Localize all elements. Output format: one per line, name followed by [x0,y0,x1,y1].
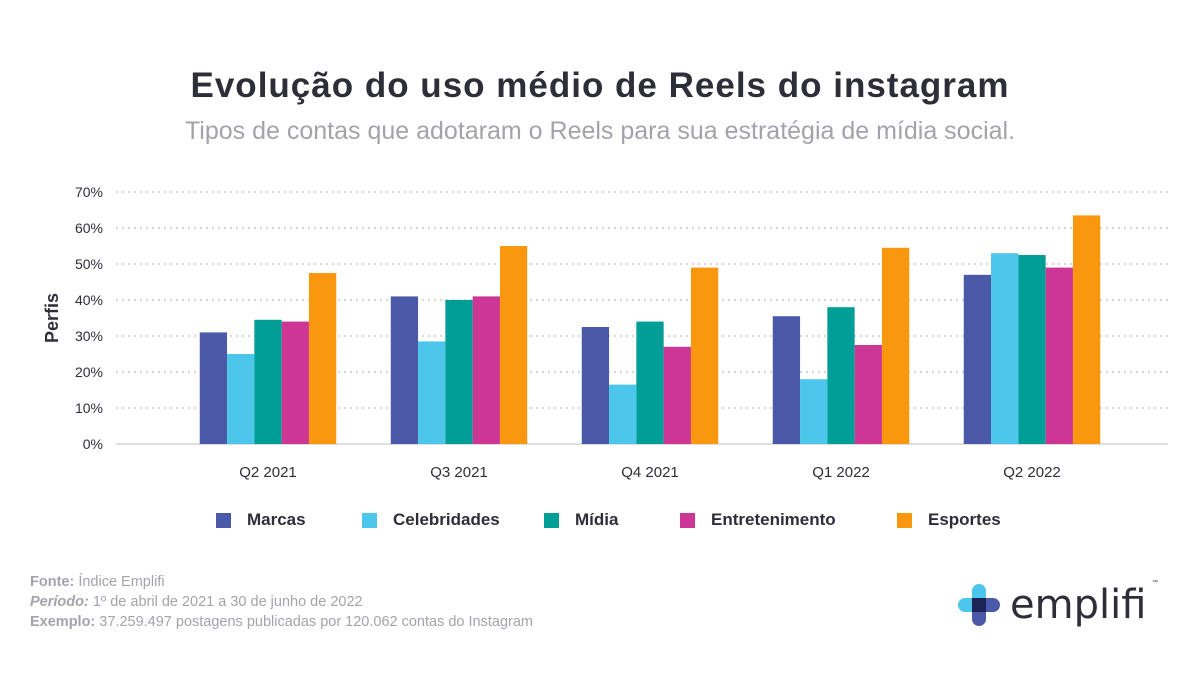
legend-label: Entretenimento [711,510,836,529]
x-tick-label: Q4 2021 [621,464,679,481]
footer-notes: Fonte: Índice Emplifi Período: 1º de abr… [30,572,533,632]
bar-entretenimento [854,345,882,444]
bar-marcas [772,316,801,444]
bar-mídia [636,321,664,444]
bar-mídia [445,300,473,444]
legend-label: Esportes [928,510,1001,529]
trademark-symbol: ™ [1152,580,1158,586]
bar-mídia [254,319,282,444]
legend-swatch [544,512,559,528]
emplifi-logo-icon [958,584,1000,626]
chart-legend: Marcas Celebridades Mídia Entretenimento Esp… [0,510,1200,536]
bar-esportes [1072,215,1101,444]
bar-entretenimento [281,321,309,444]
bar-entretenimento [1045,267,1073,444]
legend-item: Esportes [897,510,1001,530]
bar-marcas [199,332,228,444]
y-tick-label: 70% [75,184,103,200]
x-tick-label: Q2 2022 [1003,464,1061,481]
y-tick-label: 30% [75,328,103,344]
bar-entretenimento [663,346,691,444]
x-tick-label: Q2 2021 [239,464,297,481]
bar-celebridades [609,384,637,444]
footer-period: Período: 1º de abril de 2021 a 30 de jun… [30,594,363,610]
legend-label: Mídia [575,510,619,529]
legend-swatch [216,512,231,528]
y-tick-label: 10% [75,400,103,416]
emplifi-logo: emplifi [958,582,1147,628]
bar-celebridades [991,253,1019,444]
legend-swatch [362,512,377,528]
bar-celebridades [227,354,255,444]
bar-mídia [1018,255,1046,444]
chart-subtitle: Tipos de contas que adotaram o Reels par… [184,117,1016,145]
y-tick-label: 40% [75,292,103,308]
bar-celebridades [800,379,828,444]
y-tick-label: 50% [75,256,103,272]
bar-chart: 0% 10% 20% 30% 40% 50% 60% 70% Perfis Q2 2021 Q3 2… [42,184,1168,481]
x-tick-label: Q1 2022 [812,464,870,481]
footer-source: Fonte: Índice Emplifi [30,574,165,590]
y-axis-label: Perfis [42,293,62,343]
y-tick-label: 60% [75,220,103,236]
footer-sample: Exemplo: 37.259.497 postagens publicadas… [30,614,533,630]
bar-entretenimento [472,296,500,444]
bar-esportes [690,267,719,444]
legend-item: Marcas [216,510,306,530]
y-tick-label: 20% [75,364,103,380]
emplifi-logo-text: emplifi [1010,582,1147,628]
chart-title: Evolução do uso médio de Reels do instag… [190,66,1010,105]
legend-label: Marcas [247,510,306,529]
legend-item: Entretenimento [680,510,836,530]
legend-swatch [680,512,695,528]
legend-item: Mídia [544,510,618,530]
legend-swatch [897,512,912,528]
bar-esportes [499,246,528,444]
bar-celebridades [418,341,446,444]
bar-mídia [827,307,855,444]
bar-marcas [963,274,992,444]
bar-esportes [881,247,910,444]
x-tick-label: Q3 2021 [430,464,488,481]
legend-label: Celebridades [393,510,500,529]
y-tick-label: 0% [83,436,103,452]
legend-item: Celebridades [362,510,500,530]
bar-marcas [390,296,419,444]
bar-marcas [581,327,610,444]
bar-esportes [308,273,337,444]
